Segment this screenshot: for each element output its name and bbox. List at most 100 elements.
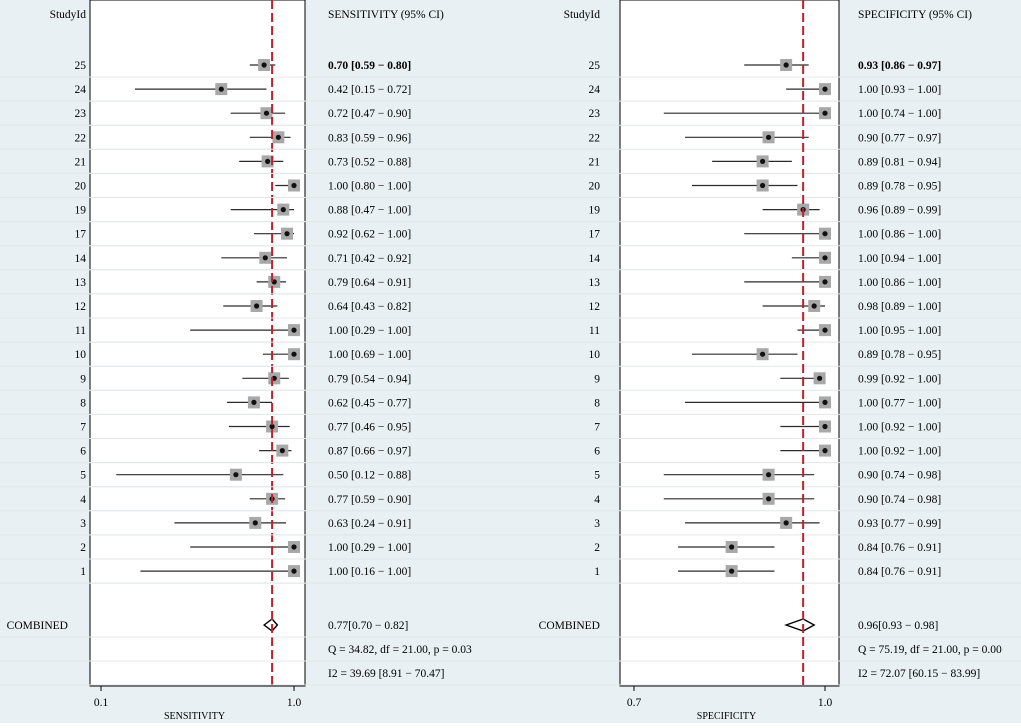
right-study-id-label: 2 (594, 542, 600, 554)
right-study-id-label: 19 (589, 205, 601, 217)
right-study-id-label: 11 (589, 325, 600, 337)
left-x-tick-label: 0.1 (94, 697, 109, 709)
left-estimate-label-study-2: 1.00 [0.29 − 1.00] (328, 542, 411, 554)
left-study-id-label: 3 (80, 518, 86, 530)
left-x-tick-label: 1.0 (287, 697, 302, 709)
right-estimate-label-study-11: 1.00 [0.95 − 1.00] (858, 325, 941, 337)
right-marker-dot-study-4 (765, 496, 772, 502)
left-study-id-label: 8 (80, 397, 86, 409)
right-study-id-label: 21 (589, 156, 601, 168)
left-study-id-label: 6 (80, 446, 86, 458)
right-x-tick-label: 1.0 (818, 697, 833, 709)
left-study-id-label: 9 (80, 373, 86, 385)
left-combined-diamond (262, 618, 279, 632)
left-study-id-label: 7 (80, 422, 86, 434)
left-marker-dot-study-11 (291, 327, 297, 333)
left-study-id-label: 4 (80, 494, 86, 506)
right-study-id-label: 25 (589, 60, 601, 72)
left-marker-dot-study-20 (291, 182, 297, 189)
right-marker-dot-study-24 (822, 86, 828, 92)
right-estimate-label-study-1: 0.84 [0.76 − 0.91] (858, 566, 941, 578)
right-study-id-label: 8 (594, 397, 600, 409)
right-stat-line-1: Q = 75.19, df = 21.00, p = 0.00 (858, 644, 1002, 656)
right-marker-dot-study-17 (822, 231, 828, 237)
right-study-id-label: 1 (594, 566, 600, 578)
right-marker-dot-study-21 (759, 158, 766, 164)
left-stat-line-2: I2 = 39.69 [8.91 − 70.47] (328, 668, 444, 680)
right-marker-dot-study-22 (765, 134, 772, 140)
right-study-id-label: 5 (594, 470, 600, 482)
right-marker-dot-study-7 (822, 423, 828, 430)
right-estimate-label-study-3: 0.93 [0.77 − 0.99] (858, 518, 941, 530)
right-estimate-label-study-6: 1.00 [0.92 − 1.00] (858, 446, 941, 458)
left-marker-dot-study-3 (252, 520, 258, 526)
right-estimate-label-study-2: 0.84 [0.76 − 0.91] (858, 542, 941, 554)
right-marker-dot-study-11 (822, 327, 828, 333)
right-marker-dot-study-3 (783, 520, 789, 526)
left-marker-dot-study-25 (261, 62, 267, 68)
right-marker-dot-study-12 (811, 303, 817, 309)
right-combined-diamond (784, 618, 816, 632)
right-marker-dot-study-5 (765, 472, 772, 478)
right-combined-estimate: 0.96[0.93 − 0.98] (858, 620, 938, 632)
right-marker-dot-study-14 (822, 255, 828, 261)
left-header-estimate: SENSITIVITY (95% CI) (328, 9, 444, 21)
left-study-id-label: 14 (75, 253, 87, 265)
left-study-id-label: 24 (75, 84, 87, 96)
left-estimate-label-study-7: 0.77 [0.46 − 0.95] (328, 422, 411, 434)
left-estimate-label-study-1: 1.00 [0.16 − 1.00] (328, 566, 411, 578)
left-estimate-label-study-20: 1.00 [0.80 − 1.00] (328, 181, 411, 193)
right-study-id-label: 3 (594, 518, 600, 530)
right-marker-dot-study-8 (822, 399, 828, 405)
left-marker-dot-study-8 (251, 399, 257, 405)
left-marker-dot-study-7 (269, 423, 275, 430)
left-marker-dot-study-19 (280, 207, 286, 213)
right-study-id-label: 12 (589, 301, 601, 313)
left-marker-dot-study-10 (291, 351, 297, 357)
right-marker-dot-study-10 (759, 351, 766, 357)
left-study-id-label: 25 (75, 60, 87, 72)
left-estimate-label-study-24: 0.42 [0.15 − 0.72] (328, 84, 411, 96)
right-marker-dot-study-23 (822, 110, 828, 116)
right-study-id-label: 4 (594, 494, 600, 506)
right-estimate-label-study-24: 1.00 [0.93 − 1.00] (858, 84, 941, 96)
right-marker-dot-study-9 (817, 375, 823, 381)
right-x-tick-label: 0.7 (627, 697, 642, 709)
right-marker-dot-study-2 (729, 544, 735, 550)
left-marker-dot-study-22 (275, 134, 281, 140)
right-study-id-label: 13 (589, 277, 601, 289)
left-estimate-label-study-21: 0.73 [0.52 − 0.88] (328, 156, 411, 168)
left-estimate-label-study-13: 0.79 [0.64 − 0.91] (328, 277, 411, 289)
left-estimate-label-study-9: 0.79 [0.54 − 0.94] (328, 373, 411, 385)
right-estimate-label-study-23: 1.00 [0.74 − 1.00] (858, 108, 941, 120)
right-study-id-label: 20 (589, 181, 601, 193)
left-estimate-label-study-3: 0.63 [0.24 − 0.91] (328, 518, 411, 530)
left-estimate-label-study-17: 0.92 [0.62 − 1.00] (328, 229, 411, 241)
left-study-id-label: 10 (75, 349, 87, 361)
right-marker-dot-study-13 (822, 279, 828, 285)
right-estimate-label-study-12: 0.98 [0.89 − 1.00] (858, 301, 941, 313)
right-estimate-label-study-21: 0.89 [0.81 − 0.94] (858, 156, 941, 168)
right-estimate-label-study-22: 0.90 [0.77 − 0.97] (858, 132, 941, 144)
right-study-id-label: 10 (589, 349, 601, 361)
left-study-id-label: 12 (75, 301, 87, 313)
right-combined-label: COMBINED (539, 620, 600, 632)
right-estimate-label-study-14: 1.00 [0.94 − 1.00] (858, 253, 941, 265)
left-estimate-label-study-8: 0.62 [0.45 − 0.77] (328, 397, 411, 409)
left-estimate-label-study-4: 0.77 [0.59 − 0.90] (328, 494, 411, 506)
left-marker-dot-study-21 (265, 158, 271, 164)
left-study-id-label: 19 (75, 205, 87, 217)
left-marker-dot-study-2 (291, 544, 297, 550)
left-study-id-label: 2 (80, 542, 86, 554)
left-marker-dot-study-6 (279, 448, 285, 454)
right-study-id-label: 22 (589, 132, 601, 144)
right-study-id-label: 14 (589, 253, 601, 265)
left-marker-dot-study-17 (284, 231, 290, 237)
right-estimate-label-study-19: 0.96 [0.89 − 0.99] (858, 205, 941, 217)
left-study-id-label: 5 (80, 470, 86, 482)
left-estimate-label-study-23: 0.72 [0.47 − 0.90] (328, 108, 411, 120)
right-study-id-label: 23 (589, 108, 601, 120)
right-estimate-label-study-4: 0.90 [0.74 − 0.98] (858, 494, 941, 506)
